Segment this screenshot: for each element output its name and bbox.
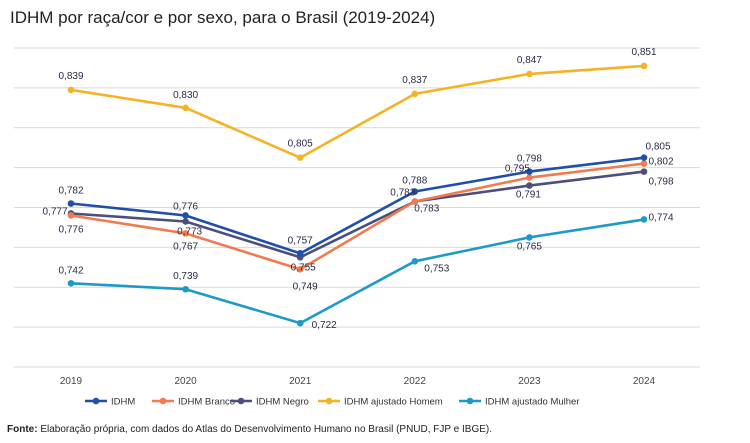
x-tick-label: 2022 bbox=[404, 376, 427, 387]
legend-marker bbox=[159, 397, 167, 405]
data-point-idhm bbox=[182, 212, 189, 219]
data-point-idhm-branco bbox=[67, 212, 75, 219]
data-label-idhm: 0,798 bbox=[517, 154, 542, 165]
source-text: Elaboração própria, com dados do Atlas d… bbox=[37, 424, 493, 435]
data-label-idhm-branco: 0,749 bbox=[293, 281, 318, 292]
data-point-idhm-negro bbox=[182, 218, 189, 225]
data-label-idhm-ajustado-homem: 0,837 bbox=[402, 75, 427, 86]
data-label-idhm: 0,782 bbox=[58, 186, 83, 197]
x-tick-label: 2019 bbox=[60, 376, 83, 387]
legend-item-idhm: IDHM bbox=[85, 397, 135, 408]
legend-marker bbox=[325, 397, 333, 405]
legend-item-idhm-ajustado-mulher: IDHM ajustado Mulher bbox=[459, 397, 580, 408]
legend-label: IDHM ajustado Mulher bbox=[485, 397, 580, 408]
data-label-idhm-negro: 0,755 bbox=[291, 262, 316, 273]
x-tick-label: 2024 bbox=[633, 376, 656, 387]
data-point-idhm-ajustado-homem bbox=[411, 90, 419, 98]
data-point-idhm-ajustado-mulher bbox=[296, 319, 304, 327]
data-label-idhm-ajustado-mulher: 0,765 bbox=[517, 241, 542, 252]
series-line-idhm-branco bbox=[70, 162, 645, 271]
data-label-idhm-negro: 0,777 bbox=[42, 206, 67, 217]
legend-item-idhm-negro: IDHM Negro bbox=[230, 397, 309, 408]
legend-marker bbox=[466, 397, 474, 405]
series-lines bbox=[70, 64, 645, 325]
data-point-idhm bbox=[411, 188, 419, 195]
data-point-idhm-branco bbox=[640, 160, 648, 167]
data-label-idhm-ajustado-mulher: 0,753 bbox=[424, 263, 449, 274]
data-point-idhm-negro bbox=[640, 168, 648, 175]
gridlines bbox=[14, 47, 700, 368]
data-label-idhm-ajustado-homem: 0,847 bbox=[517, 55, 542, 66]
series-line-idhm-ajustado-mulher bbox=[70, 218, 645, 325]
data-point-idhm bbox=[296, 250, 304, 257]
data-label-idhm-ajustado-mulher: 0,739 bbox=[173, 271, 198, 282]
data-label-idhm-negro: 0,798 bbox=[648, 177, 673, 188]
data-point-idhm bbox=[526, 168, 533, 175]
data-label-idhm: 0,776 bbox=[173, 201, 198, 212]
data-label-idhm-branco: 0,795 bbox=[505, 164, 530, 175]
data-point-idhm-branco bbox=[526, 174, 533, 181]
data-point-idhm-ajustado-mulher bbox=[67, 279, 75, 287]
data-label-idhm-ajustado-homem: 0,851 bbox=[631, 47, 656, 58]
legend-label: IDHM ajustado Homem bbox=[344, 397, 443, 408]
data-point-idhm-negro bbox=[526, 182, 533, 189]
x-tick-label: 2023 bbox=[518, 376, 541, 387]
data-label-idhm: 0,788 bbox=[402, 176, 427, 187]
legend-marker bbox=[237, 397, 245, 405]
data-point-idhm bbox=[67, 200, 75, 207]
data-point-idhm-ajustado-mulher bbox=[640, 216, 648, 223]
data-label-idhm-branco: 0,776 bbox=[58, 224, 83, 235]
data-label-idhm-ajustado-mulher: 0,722 bbox=[312, 320, 337, 331]
series-line-idhm-ajustado-homem bbox=[70, 64, 645, 159]
data-label-idhm-branco: 0,783 bbox=[390, 188, 415, 199]
data-point-idhm-branco bbox=[182, 230, 189, 237]
data-label-idhm-ajustado-mulher: 0,742 bbox=[58, 265, 83, 276]
data-point-idhm-ajustado-homem bbox=[526, 70, 533, 78]
series-line-idhm bbox=[70, 156, 645, 255]
data-label-idhm-negro: 0,773 bbox=[177, 226, 202, 237]
data-label-idhm: 0,805 bbox=[645, 142, 670, 153]
source-note: Fonte: Elaboração própria, com dados do … bbox=[7, 424, 492, 435]
data-label-idhm-ajustado-homem: 0,839 bbox=[58, 71, 83, 82]
data-point-idhm-branco bbox=[296, 266, 304, 273]
legend-label: IDHM Branco bbox=[178, 397, 235, 408]
legend-label: IDHM bbox=[111, 397, 135, 408]
data-point-idhm-ajustado-homem bbox=[296, 154, 304, 161]
source-label: Fonte: bbox=[7, 424, 38, 435]
series-line-idhm-negro bbox=[70, 170, 645, 259]
legend: IDHM IDHM Branco IDHM Negro IDHM ajustado H… bbox=[85, 397, 580, 408]
data-label-idhm-negro: 0,791 bbox=[516, 190, 541, 201]
data-label-idhm-ajustado-homem: 0,805 bbox=[288, 139, 313, 150]
data-point-idhm bbox=[640, 154, 648, 161]
legend-item-idhm-ajustado-homem: IDHM ajustado Homem bbox=[318, 397, 443, 408]
data-label-idhm-ajustado-mulher: 0,774 bbox=[648, 212, 673, 223]
data-point-idhm-ajustado-homem bbox=[182, 104, 189, 112]
data-point-idhm-ajustado-homem bbox=[640, 62, 648, 70]
data-labels: 0,782 0,776 0,757 0,788 0,798 0,805 0,776 0,767… bbox=[42, 47, 673, 331]
legend-marker bbox=[92, 397, 100, 405]
data-label-idhm-branco: 0,802 bbox=[648, 157, 673, 168]
data-point-idhm-ajustado-mulher bbox=[526, 234, 533, 241]
legend-label: IDHM Negro bbox=[256, 397, 309, 408]
data-point-idhm-branco bbox=[411, 198, 419, 205]
data-point-idhm-ajustado-homem bbox=[67, 86, 75, 94]
chart-title: IDHM por raça/cor e por sexo, para o Bra… bbox=[10, 8, 436, 27]
data-label-idhm-ajustado-homem: 0,830 bbox=[173, 90, 198, 101]
data-points bbox=[67, 62, 648, 327]
data-label-idhm-negro: 0,783 bbox=[414, 204, 439, 215]
x-tick-label: 2020 bbox=[174, 376, 197, 387]
x-tick-label: 2021 bbox=[289, 376, 312, 387]
data-label-idhm-branco: 0,767 bbox=[173, 241, 198, 252]
data-label-idhm: 0,757 bbox=[288, 235, 313, 246]
data-point-idhm-ajustado-mulher bbox=[182, 285, 189, 293]
data-point-idhm-ajustado-mulher bbox=[411, 258, 419, 265]
x-axis-ticks: 2019 2020 2021 2022 2023 2024 bbox=[60, 376, 656, 387]
legend-item-idhm-branco: IDHM Branco bbox=[152, 397, 235, 408]
